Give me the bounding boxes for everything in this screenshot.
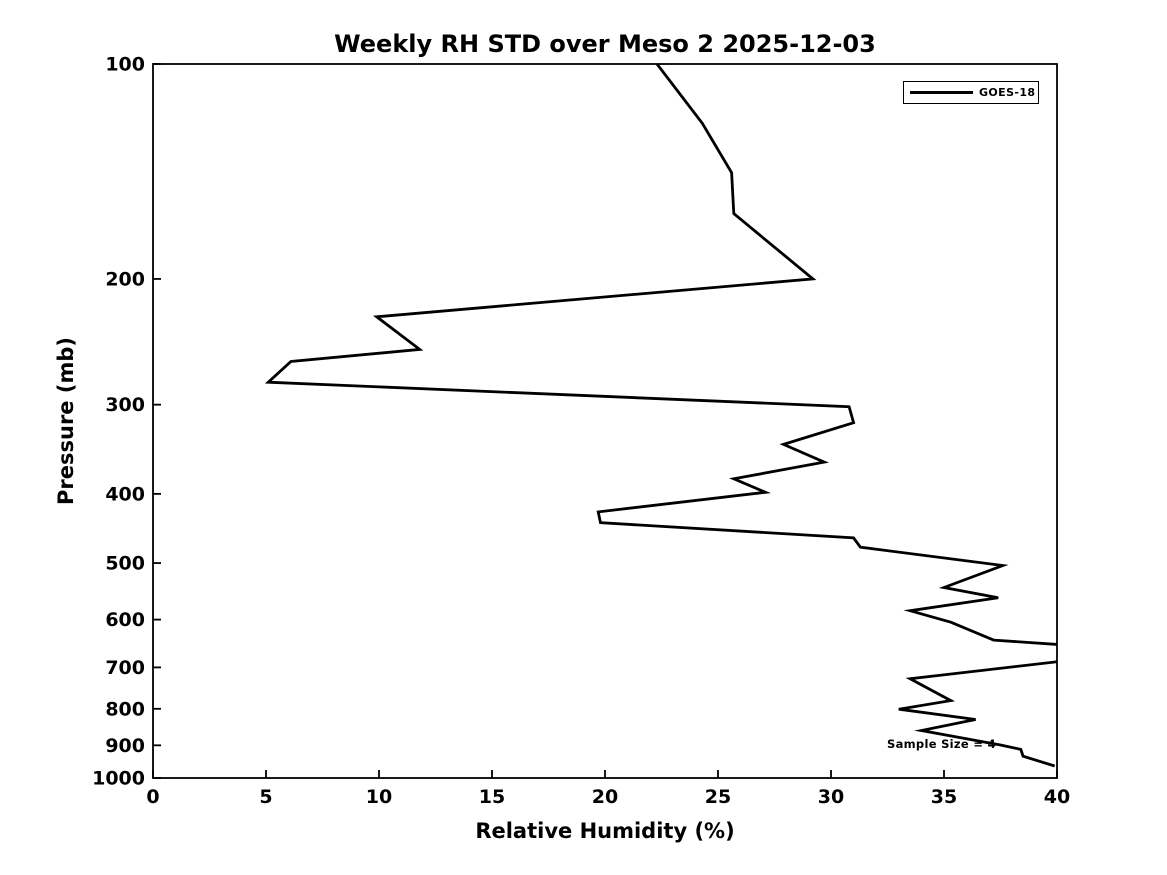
x-tick-label: 35 <box>931 786 957 808</box>
x-tick-label: 40 <box>1044 786 1070 808</box>
y-tick-label: 700 <box>105 657 145 679</box>
chart-title: Weekly RH STD over Meso 2 2025-12-03 <box>334 30 876 58</box>
x-tick-label: 10 <box>366 786 392 808</box>
x-tick-label: 25 <box>705 786 731 808</box>
axes-frame <box>152 63 1058 779</box>
x-tick-label: 15 <box>479 786 505 808</box>
x-tick-label: 0 <box>146 786 159 808</box>
x-tick-label: 30 <box>818 786 844 808</box>
legend-box: GOES-18 <box>903 81 1039 104</box>
legend-line-sample <box>910 91 973 94</box>
y-tick-label: 200 <box>105 268 145 290</box>
x-tick-label: 20 <box>592 786 618 808</box>
series-line-goes-18 <box>264 64 1057 768</box>
y-tick-label: 1000 <box>92 768 145 790</box>
y-tick-label: 900 <box>105 735 145 757</box>
y-tick-label: 500 <box>105 553 145 575</box>
y-tick-label: 300 <box>105 394 145 416</box>
y-tick-label: 600 <box>105 609 145 631</box>
y-tick-label: 800 <box>105 698 145 720</box>
x-axis-label: Relative Humidity (%) <box>475 819 735 843</box>
y-tick-label: 100 <box>105 54 145 76</box>
y-axis-label-text: Pressure (mb) <box>54 337 78 505</box>
legend-label: GOES-18 <box>979 86 1036 99</box>
y-tick-label: 400 <box>105 483 145 505</box>
x-tick-label: 5 <box>259 786 272 808</box>
sample-size-annotation: Sample Size = 4 <box>887 737 996 751</box>
